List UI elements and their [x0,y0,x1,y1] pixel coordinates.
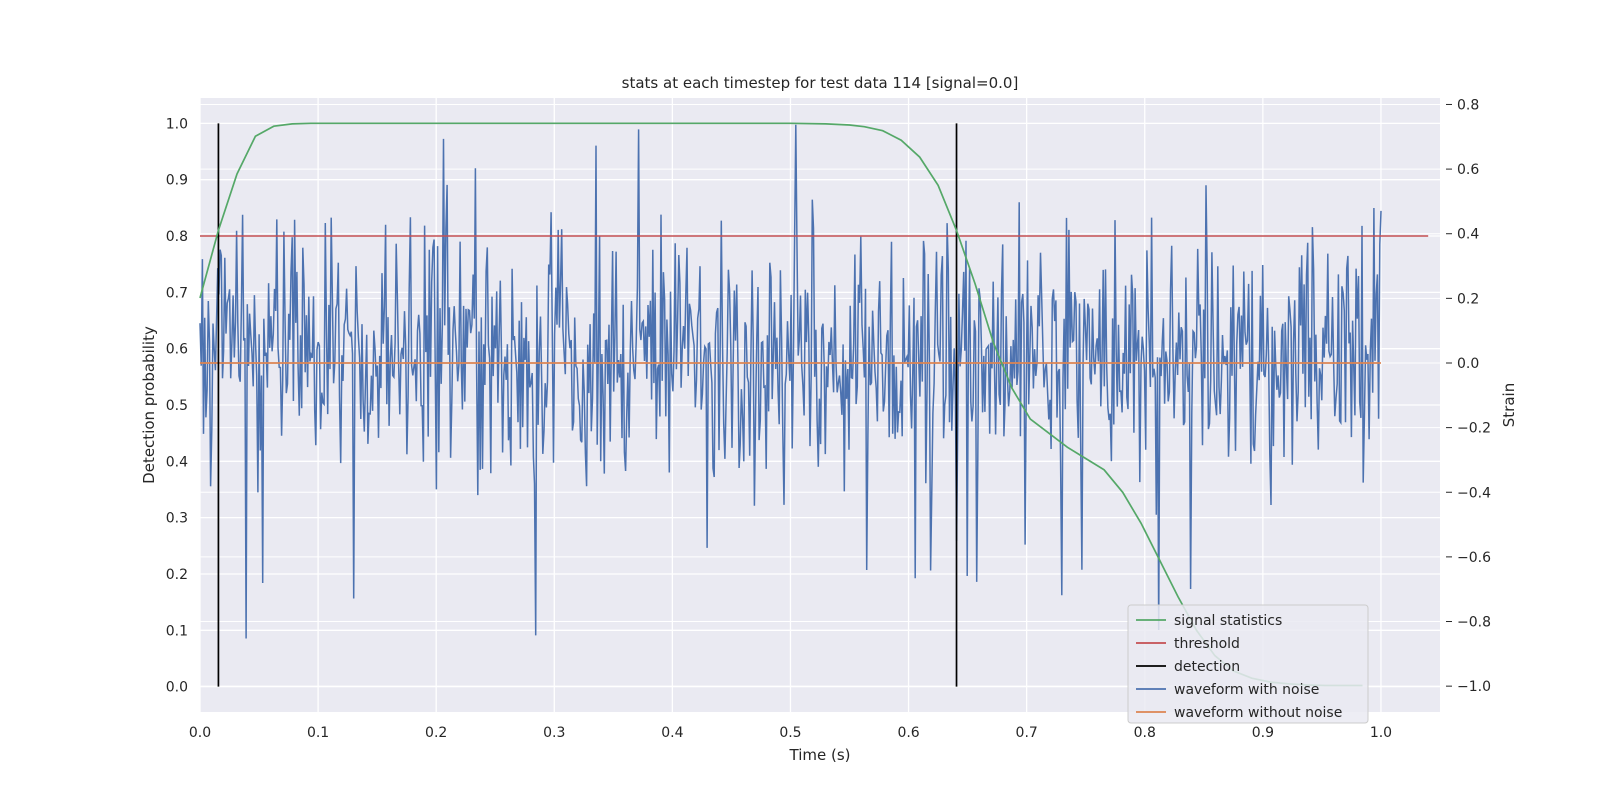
y-tick-label: 0.4 [166,454,188,470]
y2-tick-label: 0.0 [1457,356,1479,372]
y2-tick-label: −0.4 [1457,485,1491,501]
series-line-waveform-with-noise [199,124,1382,639]
y2-tick-label: 0.8 [1457,97,1479,113]
y-tick-label: 0.1 [166,623,188,639]
y-tick-label: 0.8 [166,229,188,245]
y2-tick-label: −0.6 [1457,550,1491,566]
x-tick-label: 0.6 [897,725,919,741]
y2-tick-label: −1.0 [1457,679,1491,695]
x-tick-label: 0.9 [1252,725,1274,741]
y-tick-label: 0.6 [166,342,188,358]
x-tick-label: 0.8 [1134,725,1156,741]
y-tick-label: 0.0 [166,680,188,696]
x-tick-label: 0.7 [1016,725,1038,741]
y2-tick-label: 0.2 [1457,291,1479,307]
legend-label: waveform with noise [1174,682,1319,698]
y-axis-label: Detection probability [140,326,158,484]
y-tick-label: 0.7 [166,285,188,301]
y2-tick-label: 0.4 [1457,227,1479,243]
x-tick-label: 1.0 [1370,725,1392,741]
y2-tick-label: −0.8 [1457,615,1491,631]
x-tick-label: 0.3 [543,725,565,741]
legend-label: signal statistics [1174,613,1282,629]
legend-label: waveform without noise [1174,705,1342,721]
y-tick-label: 1.0 [166,116,188,132]
y2-axis-label: Strain [1500,383,1518,427]
chart-title: stats at each timestep for test data 114… [622,74,1019,92]
x-tick-label: 0.5 [779,725,801,741]
x-tick-label: 0.2 [425,725,447,741]
legend: signal statistics threshold detection wavef… [1127,604,1369,724]
axes: 0.0 0.1 0.2 0.3 0.4 0.5 0.6 0.7 0.8 0.9 1.0 0.0 0.1 0… [166,97,1491,741]
x-tick-label: 0.0 [189,725,211,741]
legend-box [1127,604,1369,724]
x-tick-label: 0.1 [307,725,329,741]
x-axis-label: Time (s) [789,746,851,764]
legend-label: threshold [1174,636,1240,652]
y-tick-label: 0.9 [166,173,188,189]
y-tick-label: 0.5 [166,398,188,414]
y-tick-label: 0.2 [166,567,188,583]
y2-tick-label: −0.2 [1457,421,1491,437]
x-tick-label: 0.4 [661,725,683,741]
y2-tick-label: 0.6 [1457,162,1479,178]
y-tick-label: 0.3 [166,511,188,527]
legend-label: detection [1174,659,1240,675]
